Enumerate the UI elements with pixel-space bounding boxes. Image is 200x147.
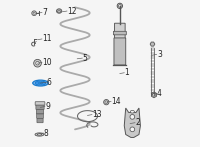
FancyBboxPatch shape	[113, 31, 126, 35]
FancyBboxPatch shape	[37, 114, 43, 118]
Circle shape	[33, 12, 35, 14]
Text: 3: 3	[157, 50, 162, 59]
Text: 11: 11	[42, 34, 52, 44]
Text: 13: 13	[92, 110, 102, 119]
Circle shape	[153, 93, 155, 96]
Text: 4: 4	[157, 89, 162, 98]
Polygon shape	[151, 92, 156, 98]
Circle shape	[105, 101, 108, 103]
Text: 6: 6	[47, 78, 52, 87]
Circle shape	[104, 100, 109, 105]
Ellipse shape	[38, 82, 43, 84]
Polygon shape	[150, 42, 155, 46]
Ellipse shape	[35, 133, 44, 136]
FancyBboxPatch shape	[35, 102, 45, 105]
Circle shape	[32, 11, 36, 16]
Ellipse shape	[37, 134, 42, 135]
Ellipse shape	[56, 9, 62, 13]
Text: 14: 14	[111, 97, 121, 106]
Circle shape	[117, 3, 122, 9]
Text: 8: 8	[44, 128, 49, 138]
FancyBboxPatch shape	[114, 38, 126, 65]
Ellipse shape	[130, 110, 134, 113]
Text: 10: 10	[42, 58, 52, 67]
Circle shape	[119, 5, 121, 7]
FancyBboxPatch shape	[115, 23, 125, 39]
Ellipse shape	[33, 80, 48, 86]
FancyBboxPatch shape	[36, 105, 44, 110]
Circle shape	[34, 59, 41, 67]
Circle shape	[36, 61, 39, 65]
Circle shape	[130, 127, 135, 132]
Text: 5: 5	[83, 54, 88, 63]
Text: 9: 9	[45, 102, 50, 111]
Circle shape	[130, 115, 135, 119]
Text: 2: 2	[135, 118, 140, 127]
Ellipse shape	[35, 81, 46, 85]
Text: 12: 12	[67, 6, 77, 16]
Polygon shape	[124, 108, 140, 137]
FancyBboxPatch shape	[37, 118, 43, 123]
Text: 1: 1	[125, 68, 129, 77]
Text: 7: 7	[42, 8, 47, 17]
FancyBboxPatch shape	[36, 110, 44, 114]
Ellipse shape	[57, 11, 61, 13]
